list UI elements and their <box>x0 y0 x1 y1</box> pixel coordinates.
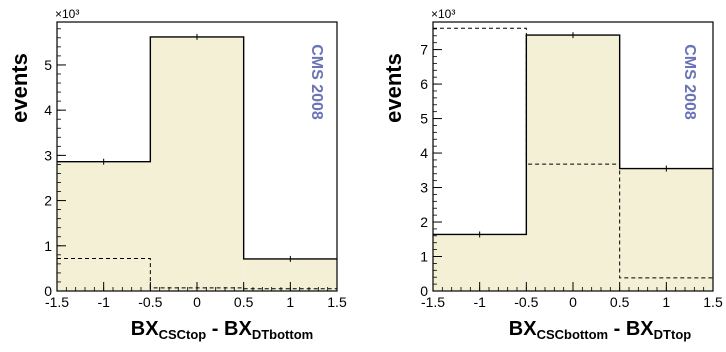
left-panel: ×10³ events CMS 2008 BXCSCtop - BXDTbott… <box>7 7 325 342</box>
left-y-tick-label-3: 3 <box>44 147 52 163</box>
left-bar-0 <box>57 161 151 291</box>
right-dashed-histogram-line <box>433 27 713 279</box>
left-x-tick-label-4: 0.5 <box>234 294 254 310</box>
right-x-tick-label-3: 0 <box>569 294 577 310</box>
right-x-axis-label: BXCSCbottom - BXDTtop <box>509 318 691 342</box>
right-y-tick-label-0: 0 <box>420 283 428 299</box>
right-y-tick-label-6: 6 <box>420 76 428 92</box>
left-x-axis-label: BXCSCtop - BXDTbottom <box>131 318 313 342</box>
right-x-tick-label-4: 0.5 <box>610 294 630 310</box>
left-y-tick-label-5: 5 <box>44 57 52 73</box>
left-y-tick-label-2: 2 <box>44 193 52 209</box>
left-x-tick-label-6: 1.5 <box>327 294 347 310</box>
left-y-axis-label: events <box>7 53 32 123</box>
left-y-tick-label-1: 1 <box>44 238 52 254</box>
right-y-tick-label-3: 3 <box>420 180 428 196</box>
right-bar-1 <box>526 35 620 291</box>
right-x-tick-label-2: -0.5 <box>514 294 538 310</box>
right-bar-0 <box>433 234 527 291</box>
right-y-axis-label: events <box>381 53 406 123</box>
right-x-tick-label-0: -1.5 <box>421 294 445 310</box>
right-y-tick-label-5: 5 <box>420 111 428 127</box>
right-y-tick-label-4: 4 <box>420 145 428 161</box>
right-annotation: CMS 2008 <box>681 44 698 120</box>
left-x-tick-label-3: 0 <box>193 294 201 310</box>
right-panel: ×10³ events CMS 2008 BXCSCbottom - BXDTt… <box>381 7 698 342</box>
right-y-multiplier: ×10³ <box>431 7 455 21</box>
left-plot-area: -1.5 -1 -0.5 0 0.5 1 1.5 0 1 2 3 4 5 <box>44 21 347 310</box>
right-y-tick-label-7: 7 <box>420 42 428 58</box>
right-y-tick-label-1: 1 <box>420 249 428 265</box>
right-x-tick-label-5: 1 <box>662 294 670 310</box>
left-x-tick-label-0: -1.5 <box>45 294 69 310</box>
right-plot-area: -1.5 -1 -0.5 0 0.5 1 1.5 0 1 2 3 4 5 6 7 <box>420 21 723 310</box>
left-y-tick-label-0: 0 <box>44 283 52 299</box>
left-x-tick-label-2: -0.5 <box>138 294 162 310</box>
right-y-tick-label-2: 2 <box>420 214 428 230</box>
left-bar-1 <box>150 36 244 291</box>
right-x-tick-label-6: 1.5 <box>703 294 723 310</box>
right-x-tick-label-1: -1 <box>473 294 486 310</box>
left-y-multiplier: ×10³ <box>55 7 79 21</box>
left-y-tick-label-4: 4 <box>44 102 52 118</box>
right-bar-2 <box>619 168 713 291</box>
left-x-tick-label-1: -1 <box>97 294 110 310</box>
left-x-tick-label-5: 1 <box>286 294 294 310</box>
left-annotation: CMS 2008 <box>308 44 325 120</box>
